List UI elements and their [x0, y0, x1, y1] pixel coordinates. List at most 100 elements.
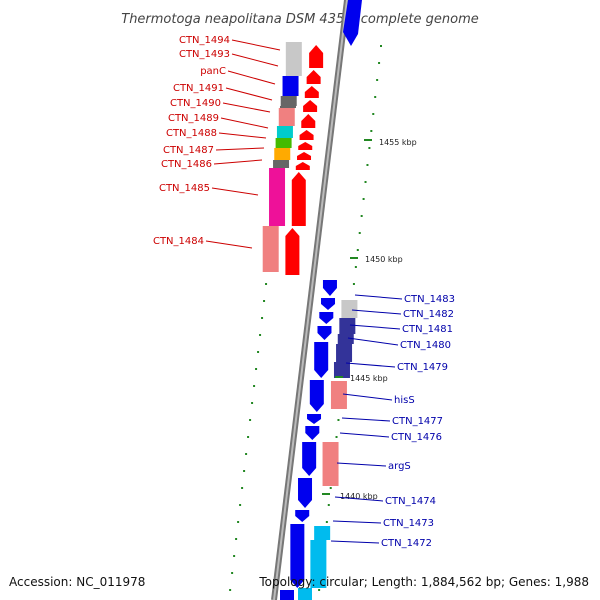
reverse-strand-arrows [285, 45, 324, 275]
gene-arrow-reverse[interactable] [298, 142, 313, 150]
ring-dot [325, 521, 328, 523]
gene-label-ctn-1488[interactable]: CTN_1488 [166, 128, 217, 139]
gene-arrow-forward[interactable] [298, 478, 313, 508]
ring-dot [255, 368, 258, 370]
gene-label-ctn-1480[interactable]: CTN_1480 [400, 340, 451, 351]
gene-arrow-forward[interactable] [302, 442, 317, 476]
gene-block-ctn-1491[interactable] [279, 106, 296, 108]
gene-label-ctn-1481[interactable]: CTN_1481 [402, 324, 453, 335]
gene-block-ctn-1472[interactable] [310, 540, 327, 588]
gene-label-ctn-1493[interactable]: CTN_1493 [179, 49, 230, 60]
gene-arrow-forward[interactable] [319, 312, 334, 324]
gene-block-bottom-partial[interactable] [298, 588, 312, 600]
gene-block-hiss[interactable] [330, 381, 347, 409]
gene-arrow-reverse[interactable] [297, 152, 312, 160]
gene-arrow-forward[interactable] [290, 524, 305, 588]
gene-label-ctn-1484[interactable]: CTN_1484 [153, 236, 204, 247]
forward-strand-arrows [290, 280, 337, 588]
gene-label-ctn-1474[interactable]: CTN_1474 [385, 496, 436, 507]
ring-dot [261, 317, 264, 319]
gene-label-ctn-1477[interactable]: CTN_1477 [392, 416, 443, 427]
ring-dot [354, 266, 357, 268]
gene-arrow-forward[interactable] [307, 414, 322, 424]
ring-dot [380, 45, 382, 47]
gene-arrow-reverse[interactable] [306, 70, 321, 84]
ring-dot [233, 555, 236, 557]
gene-block-ctn-1488[interactable] [275, 138, 292, 148]
gene-label-panc[interactable]: panC [200, 66, 226, 77]
ring-dot [370, 130, 373, 132]
gene-block-ctn-1486[interactable] [273, 160, 290, 168]
gene-block-ctn-1481[interactable] [337, 334, 354, 344]
gene-block-ctn-1485[interactable] [269, 168, 286, 226]
ring-dot [368, 147, 371, 149]
gene-block-ctn-1493[interactable] [282, 76, 299, 96]
gene-block-panc[interactable] [280, 96, 297, 106]
topology-text: Topology: circular; Length: 1,884,562 bp… [258, 575, 589, 589]
gene-arrow-reverse[interactable] [304, 86, 319, 98]
ring-dot [241, 487, 244, 489]
gene-label-ctn-1485[interactable]: CTN_1485 [159, 183, 210, 194]
gene-label-ctn-1494[interactable]: CTN_1494 [179, 35, 230, 46]
gene-arrow-reverse[interactable] [295, 162, 310, 170]
gene-arrow-reverse[interactable] [303, 100, 318, 112]
gene-arrow-reverse[interactable] [301, 114, 316, 128]
gene-block-args[interactable] [322, 442, 339, 486]
ring-dot [235, 538, 238, 540]
ring-dot [259, 334, 262, 336]
forward-gene-labels: CTN_1483 CTN_1482 CTN_1481 CTN_1480 CTN_… [330, 294, 455, 549]
gene-block-ctn-1480[interactable] [336, 344, 353, 362]
gene-label-ctn-1490[interactable]: CTN_1490 [170, 98, 221, 109]
ring-dot [243, 470, 246, 472]
gene-block-ctn-1482[interactable] [339, 318, 356, 334]
gene-arrow-top-partial[interactable] [343, 0, 362, 46]
gene-block-ctn-1489[interactable] [276, 126, 293, 138]
gene-arrow-forward[interactable] [305, 426, 320, 440]
gene-block-ctn-1479[interactable] [333, 362, 350, 378]
gene-arrow-forward[interactable] [322, 280, 337, 296]
gene-arrow-reverse[interactable] [299, 130, 314, 140]
gene-label-ctn-1487[interactable]: CTN_1487 [163, 145, 214, 156]
ring-dot [337, 419, 340, 421]
ring-dot [247, 436, 250, 438]
gene-block-ctn-1487[interactable] [274, 148, 291, 160]
gene-label-ctn-1486[interactable]: CTN_1486 [161, 159, 212, 170]
gene-label-hiss[interactable]: hisS [394, 395, 415, 406]
gene-label-ctn-1473[interactable]: CTN_1473 [383, 518, 434, 529]
gene-arrow-reverse[interactable] [291, 172, 306, 226]
tick-label-1455: 1455 kbp [379, 138, 417, 147]
gene-block-ctn-1490[interactable] [278, 108, 295, 126]
gene-label-ctn-1489[interactable]: CTN_1489 [168, 113, 219, 124]
gene-arrow-reverse[interactable] [309, 45, 324, 68]
ring-dot [364, 181, 367, 183]
gene-arrow-forward[interactable] [317, 326, 332, 340]
gene-label-ctn-1491[interactable]: CTN_1491 [173, 83, 224, 94]
gene-label-ctn-1483[interactable]: CTN_1483 [404, 294, 455, 305]
gene-arrow-forward[interactable] [321, 298, 336, 310]
forward-gene-blocks [310, 300, 358, 588]
genome-title: Thermotoga neapolitana DSM 4359, complet… [121, 12, 479, 27]
ring-dot [245, 453, 248, 455]
ring-dot [378, 62, 381, 64]
gene-arrow-forward[interactable] [309, 380, 324, 412]
gene-block-ctn-1484[interactable] [262, 226, 279, 272]
gene-block-ctn-1483[interactable] [341, 300, 358, 318]
chromosome-backbone [271, 0, 350, 600]
gene-arrow-reverse[interactable] [285, 228, 300, 275]
gene-arrow-forward[interactable] [314, 342, 329, 378]
ring-dot [372, 113, 375, 115]
ring-dot [329, 487, 332, 489]
gene-arrow-bottom-partial[interactable] [280, 590, 294, 600]
reverse-gene-blocks [262, 42, 302, 272]
ring-dot [335, 436, 338, 438]
gene-block-ctn-1473[interactable] [314, 526, 331, 540]
gene-label-ctn-1472[interactable]: CTN_1472 [381, 538, 432, 549]
tick-label-1445: 1445 kbp [350, 374, 388, 383]
gene-arrow-forward[interactable] [295, 510, 310, 522]
gene-label-ctn-1479[interactable]: CTN_1479 [397, 362, 448, 373]
gene-label-args[interactable]: argS [388, 461, 411, 472]
gene-label-ctn-1476[interactable]: CTN_1476 [391, 432, 442, 443]
gene-block-ctn-1494[interactable] [285, 42, 302, 76]
gene-label-ctn-1482[interactable]: CTN_1482 [403, 309, 454, 320]
